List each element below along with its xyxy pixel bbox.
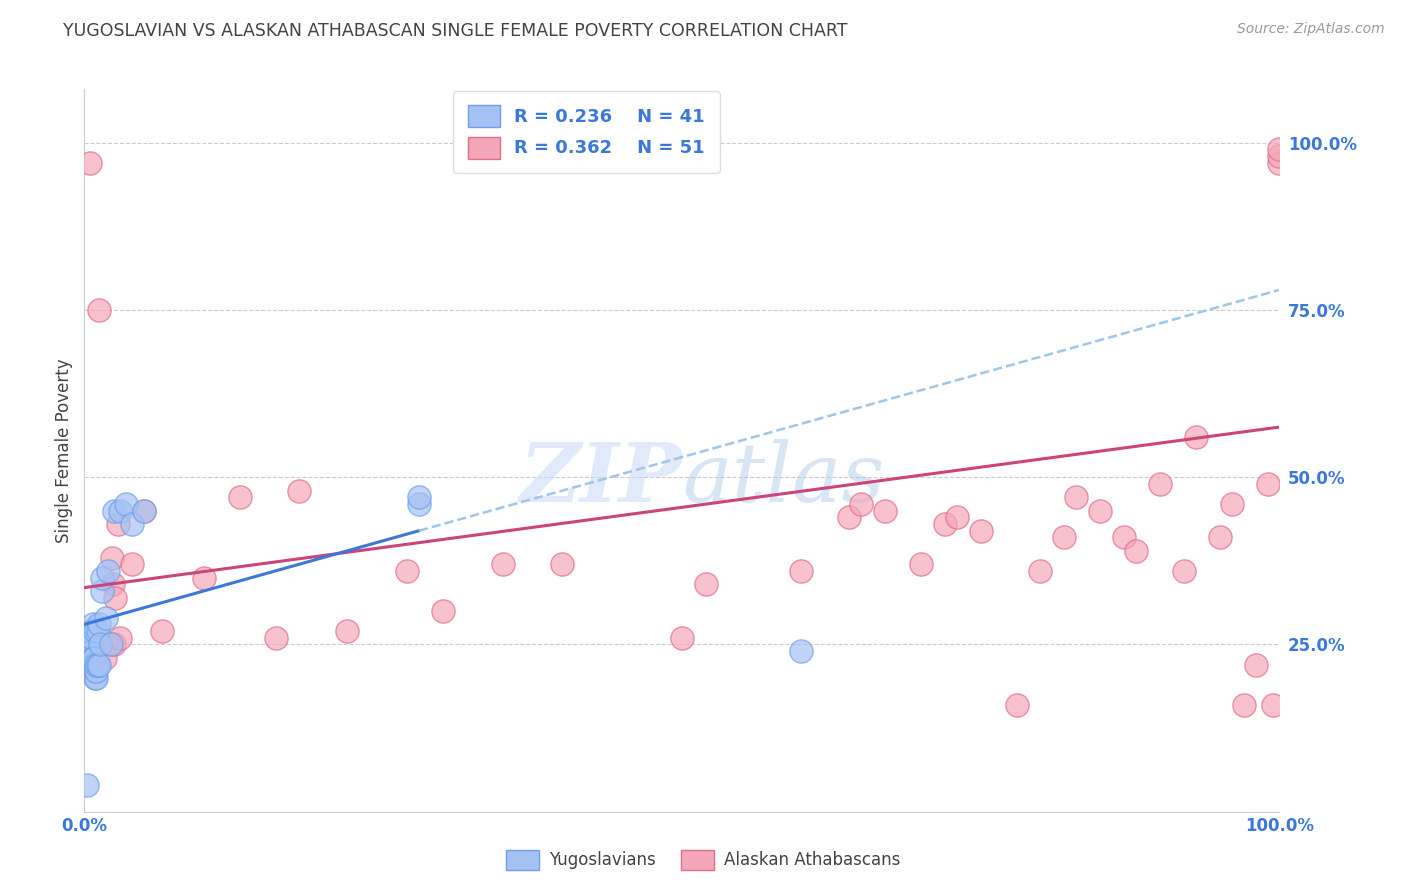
Point xyxy=(1149,476,1171,491)
Point xyxy=(80,644,103,658)
Point xyxy=(86,671,108,685)
Point xyxy=(492,557,515,572)
Point xyxy=(1053,530,1076,544)
Point xyxy=(934,517,956,532)
Point xyxy=(89,637,111,651)
Point xyxy=(1268,149,1291,163)
Legend: Yugoslavians, Alaskan Athabascans: Yugoslavians, Alaskan Athabascans xyxy=(499,843,907,877)
Point xyxy=(946,510,969,524)
Point xyxy=(1268,156,1291,170)
Point xyxy=(875,503,897,517)
Point xyxy=(1268,143,1291,157)
Point xyxy=(80,644,103,658)
Point xyxy=(86,657,108,672)
Point xyxy=(82,657,104,672)
Point xyxy=(910,557,932,572)
Point xyxy=(193,571,215,585)
Point xyxy=(86,657,108,672)
Point xyxy=(1185,430,1208,444)
Point xyxy=(1029,564,1052,578)
Point xyxy=(1066,491,1088,505)
Point xyxy=(84,624,107,639)
Point xyxy=(1233,698,1256,712)
Point xyxy=(103,503,125,517)
Point xyxy=(851,497,873,511)
Point xyxy=(551,557,574,572)
Point xyxy=(84,664,107,679)
Point xyxy=(91,584,114,599)
Point xyxy=(1220,497,1243,511)
Point xyxy=(1263,698,1285,712)
Text: Source: ZipAtlas.com: Source: ZipAtlas.com xyxy=(1237,22,1385,37)
Point xyxy=(101,577,124,591)
Point xyxy=(77,624,100,639)
Point xyxy=(82,651,104,665)
Point xyxy=(79,624,101,639)
Point xyxy=(82,651,104,665)
Point xyxy=(80,631,103,645)
Point xyxy=(1114,530,1136,544)
Point xyxy=(1257,476,1279,491)
Point xyxy=(94,611,117,625)
Point xyxy=(100,637,122,651)
Point xyxy=(790,644,813,658)
Point xyxy=(336,624,359,639)
Point xyxy=(408,491,430,505)
Point xyxy=(1090,503,1112,517)
Point xyxy=(838,510,860,524)
Point xyxy=(288,483,311,498)
Point xyxy=(87,657,110,672)
Point xyxy=(110,503,132,517)
Y-axis label: Single Female Poverty: Single Female Poverty xyxy=(55,359,73,542)
Point xyxy=(121,517,143,532)
Point xyxy=(115,497,138,511)
Point xyxy=(264,631,287,645)
Point xyxy=(80,644,103,658)
Point xyxy=(790,564,813,578)
Point xyxy=(79,631,101,645)
Point xyxy=(671,631,693,645)
Point xyxy=(396,564,419,578)
Text: YUGOSLAVIAN VS ALASKAN ATHABASCAN SINGLE FEMALE POVERTY CORRELATION CHART: YUGOSLAVIAN VS ALASKAN ATHABASCAN SINGLE… xyxy=(63,22,848,40)
Point xyxy=(101,550,124,565)
Point xyxy=(695,577,717,591)
Point xyxy=(97,564,120,578)
Point xyxy=(82,657,104,672)
Point xyxy=(86,664,108,679)
Point xyxy=(432,604,454,618)
Point xyxy=(132,503,156,517)
Point xyxy=(110,631,132,645)
Text: atlas: atlas xyxy=(682,440,884,519)
Point xyxy=(79,637,101,651)
Point xyxy=(150,624,173,639)
Point xyxy=(87,303,110,318)
Point xyxy=(970,524,993,538)
Point xyxy=(83,651,105,665)
Point xyxy=(229,491,252,505)
Point xyxy=(103,637,125,651)
Point xyxy=(84,671,107,685)
Point xyxy=(93,651,115,665)
Point xyxy=(86,624,108,639)
Point xyxy=(100,637,122,651)
Point xyxy=(1209,530,1232,544)
Legend: R = 0.236    N = 41, R = 0.362    N = 51: R = 0.236 N = 41, R = 0.362 N = 51 xyxy=(453,91,720,173)
Point xyxy=(77,637,100,651)
Point xyxy=(79,156,101,170)
Point xyxy=(1005,698,1028,712)
Point xyxy=(87,617,110,632)
Point xyxy=(121,557,143,572)
Point xyxy=(107,517,129,532)
Point xyxy=(408,497,430,511)
Point xyxy=(82,617,104,632)
Point xyxy=(76,778,98,792)
Point xyxy=(83,657,105,672)
Point xyxy=(91,571,114,585)
Point xyxy=(1244,657,1267,672)
Point xyxy=(1125,543,1147,558)
Point xyxy=(1173,564,1195,578)
Text: ZIP: ZIP xyxy=(519,440,682,519)
Point xyxy=(104,591,127,605)
Point xyxy=(132,503,156,517)
